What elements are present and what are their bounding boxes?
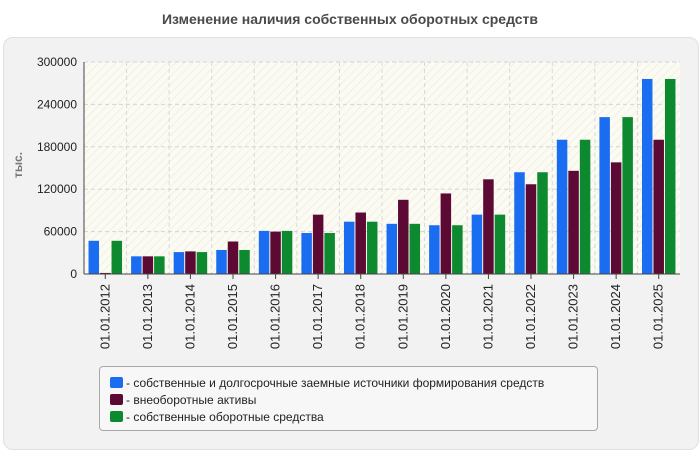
y-tick-label: 120000 xyxy=(37,182,77,196)
legend-label: - внеоборотные активы xyxy=(126,392,257,407)
bar-2-01.01.2019 xyxy=(398,199,409,274)
bar-3-01.01.2014 xyxy=(196,252,208,274)
legend-label: - собственные и долгосрочные заемные ист… xyxy=(126,375,545,390)
legend-swatch xyxy=(110,377,123,388)
bar-3-01.01.2017 xyxy=(324,233,335,274)
bar-2-01.01.2021 xyxy=(483,179,494,274)
legend-swatch xyxy=(110,411,123,422)
y-tick-label: 240000 xyxy=(37,97,77,111)
bar-2-01.01.2014 xyxy=(185,251,196,274)
bar-1-01.01.2022 xyxy=(514,172,525,274)
bar-3-01.01.2016 xyxy=(281,230,293,274)
bar-2-01.01.2025 xyxy=(653,139,664,274)
x-tick-label: 01.01.2014 xyxy=(182,284,197,349)
x-tick-label: 01.01.2013 xyxy=(140,284,155,349)
x-tick-label: 01.01.2024 xyxy=(608,284,623,349)
bar-1-01.01.2017 xyxy=(301,233,312,274)
bar-3-01.01.2022 xyxy=(537,172,548,274)
legend-item: - внеоборотные активы xyxy=(110,391,597,408)
bar-2-01.01.2012 xyxy=(100,272,111,274)
bar-1-01.01.2021 xyxy=(471,214,483,274)
bar-3-01.01.2023 xyxy=(579,139,591,274)
x-tick-label: 01.01.2022 xyxy=(523,284,538,349)
bar-2-01.01.2015 xyxy=(227,241,239,274)
x-tick-label: 01.01.2017 xyxy=(310,284,325,349)
bar-1-01.01.2024 xyxy=(599,117,610,275)
bar-1-01.01.2016 xyxy=(258,230,270,274)
bar-2-01.01.2022 xyxy=(525,184,537,274)
x-tick-label: 01.01.2025 xyxy=(651,284,666,349)
legend-item: - собственные и долгосрочные заемные ист… xyxy=(110,374,597,391)
bar-1-01.01.2023 xyxy=(556,139,568,274)
bar-2-01.01.2023 xyxy=(568,170,579,274)
x-tick-label: 01.01.2015 xyxy=(225,284,240,349)
y-tick-label: 0 xyxy=(70,267,77,281)
bars xyxy=(88,78,676,275)
x-tick-label: 01.01.2023 xyxy=(566,284,581,349)
bar-1-01.01.2014 xyxy=(173,252,185,274)
bar-1-01.01.2020 xyxy=(429,225,440,274)
bar-2-01.01.2020 xyxy=(440,193,452,274)
x-tick-label: 01.01.2020 xyxy=(438,284,453,349)
bar-3-01.01.2015 xyxy=(239,249,250,274)
bar-2-01.01.2013 xyxy=(142,256,154,274)
x-tick-label: 01.01.2019 xyxy=(395,284,410,349)
bar-3-01.01.2020 xyxy=(452,225,463,274)
bar-3-01.01.2012 xyxy=(111,240,123,274)
legend: - собственные и долгосрочные заемные ист… xyxy=(99,366,598,431)
y-axis-label: тыс. xyxy=(11,152,25,178)
bar-3-01.01.2024 xyxy=(622,117,633,275)
bar-1-01.01.2012 xyxy=(88,240,100,274)
bar-1-01.01.2025 xyxy=(641,78,653,275)
chart-title: Изменение наличия собственных оборотных … xyxy=(161,11,539,27)
y-tick-label: 60000 xyxy=(44,225,78,239)
bar-3-01.01.2018 xyxy=(366,221,378,274)
x-tick-label: 01.01.2012 xyxy=(97,284,112,349)
bar-2-01.01.2016 xyxy=(270,231,281,274)
x-tick-label: 01.01.2018 xyxy=(353,284,368,349)
bar-1-01.01.2013 xyxy=(131,256,142,274)
bar-2-01.01.2017 xyxy=(312,214,324,274)
bar-2-01.01.2024 xyxy=(610,162,622,274)
x-tick-label: 01.01.2016 xyxy=(268,284,283,349)
y-tick-label: 180000 xyxy=(37,140,77,154)
bar-1-01.01.2015 xyxy=(216,249,227,274)
grid-lines xyxy=(84,61,680,274)
bar-2-01.01.2018 xyxy=(355,212,366,274)
legend-item: - собственные оборотные средства xyxy=(110,408,597,425)
bar-1-01.01.2018 xyxy=(343,221,355,274)
y-tick-label: 300000 xyxy=(37,55,77,69)
legend-label: - собственные оборотные средства xyxy=(126,409,324,424)
bar-1-01.01.2019 xyxy=(386,223,398,274)
axes: 0 60000 120000 180000 240000 300000 01.01.2012… xyxy=(37,55,680,349)
bar-3-01.01.2025 xyxy=(664,78,676,275)
bar-3-01.01.2021 xyxy=(494,214,506,274)
legend-swatch xyxy=(110,394,123,405)
x-tick-label: 01.01.2021 xyxy=(480,284,495,349)
bar-3-01.01.2013 xyxy=(154,256,165,274)
bar-3-01.01.2019 xyxy=(409,223,421,274)
